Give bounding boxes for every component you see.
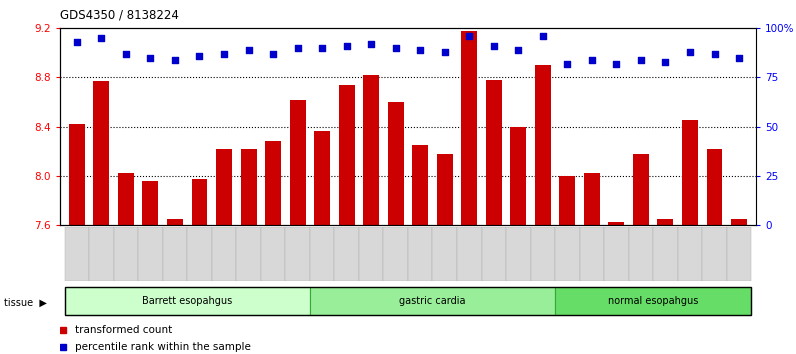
Point [242, 47, 255, 53]
Bar [437, 154, 453, 225]
Bar [432, 227, 457, 281]
Point [634, 57, 647, 63]
Bar [731, 219, 747, 225]
Bar [486, 80, 501, 225]
Bar [604, 227, 629, 281]
Bar [139, 227, 162, 281]
Text: Barrett esopahgus: Barrett esopahgus [142, 296, 232, 306]
Bar [338, 85, 354, 225]
Bar [118, 173, 134, 225]
Text: gastric cardia: gastric cardia [400, 296, 466, 306]
Bar [64, 227, 89, 281]
Bar [482, 227, 506, 281]
Bar [657, 219, 673, 225]
Point [463, 33, 476, 39]
Point [487, 43, 500, 49]
Bar [727, 227, 751, 281]
Bar [555, 287, 751, 315]
Bar [535, 65, 551, 225]
Bar [212, 227, 236, 281]
Bar [412, 145, 428, 225]
Point [267, 51, 279, 57]
Point [193, 53, 206, 59]
Point [414, 47, 427, 53]
Bar [187, 227, 212, 281]
Text: transformed count: transformed count [75, 325, 173, 335]
Bar [310, 287, 555, 315]
Point [537, 33, 549, 39]
Point [610, 61, 622, 67]
Bar [531, 227, 555, 281]
Bar [707, 149, 723, 225]
Bar [69, 124, 85, 225]
Bar [579, 227, 604, 281]
Text: percentile rank within the sample: percentile rank within the sample [75, 342, 251, 352]
Bar [265, 141, 281, 225]
Point [389, 45, 402, 51]
Text: tissue  ▶: tissue ▶ [4, 298, 47, 308]
Point [365, 41, 377, 47]
Bar [64, 287, 310, 315]
Point [316, 45, 329, 51]
Bar [89, 227, 114, 281]
Bar [555, 227, 579, 281]
Point [169, 57, 181, 63]
Bar [584, 173, 600, 225]
Point [732, 55, 745, 61]
Point [291, 45, 304, 51]
Point [71, 39, 84, 45]
Bar [162, 227, 187, 281]
Point [340, 43, 353, 49]
Bar [682, 120, 698, 225]
Bar [142, 181, 158, 225]
Point [708, 51, 721, 57]
Bar [240, 149, 256, 225]
Point [119, 51, 132, 57]
Bar [702, 227, 727, 281]
Point [586, 57, 599, 63]
Bar [506, 227, 531, 281]
Point [217, 51, 230, 57]
Bar [310, 227, 334, 281]
Point [144, 55, 157, 61]
Bar [192, 179, 208, 225]
Bar [216, 149, 232, 225]
Bar [261, 227, 285, 281]
Point [561, 61, 574, 67]
Text: GDS4350 / 8138224: GDS4350 / 8138224 [60, 9, 178, 22]
Bar [285, 227, 310, 281]
Bar [629, 227, 654, 281]
Bar [314, 131, 330, 225]
Bar [93, 81, 109, 225]
Bar [560, 176, 576, 225]
Bar [408, 227, 432, 281]
Bar [334, 227, 359, 281]
Bar [510, 126, 526, 225]
Point [439, 49, 451, 55]
Bar [363, 75, 379, 225]
Bar [654, 227, 677, 281]
Point [512, 47, 525, 53]
Bar [167, 219, 183, 225]
Bar [359, 227, 384, 281]
Bar [677, 227, 702, 281]
Text: normal esopahgus: normal esopahgus [608, 296, 698, 306]
Bar [290, 99, 306, 225]
Bar [388, 102, 404, 225]
Bar [457, 227, 482, 281]
Bar [384, 227, 408, 281]
Bar [608, 222, 624, 225]
Bar [633, 154, 649, 225]
Point [95, 35, 107, 41]
Point [659, 59, 672, 64]
Bar [114, 227, 139, 281]
Point [684, 49, 696, 55]
Bar [236, 227, 261, 281]
Bar [462, 31, 478, 225]
